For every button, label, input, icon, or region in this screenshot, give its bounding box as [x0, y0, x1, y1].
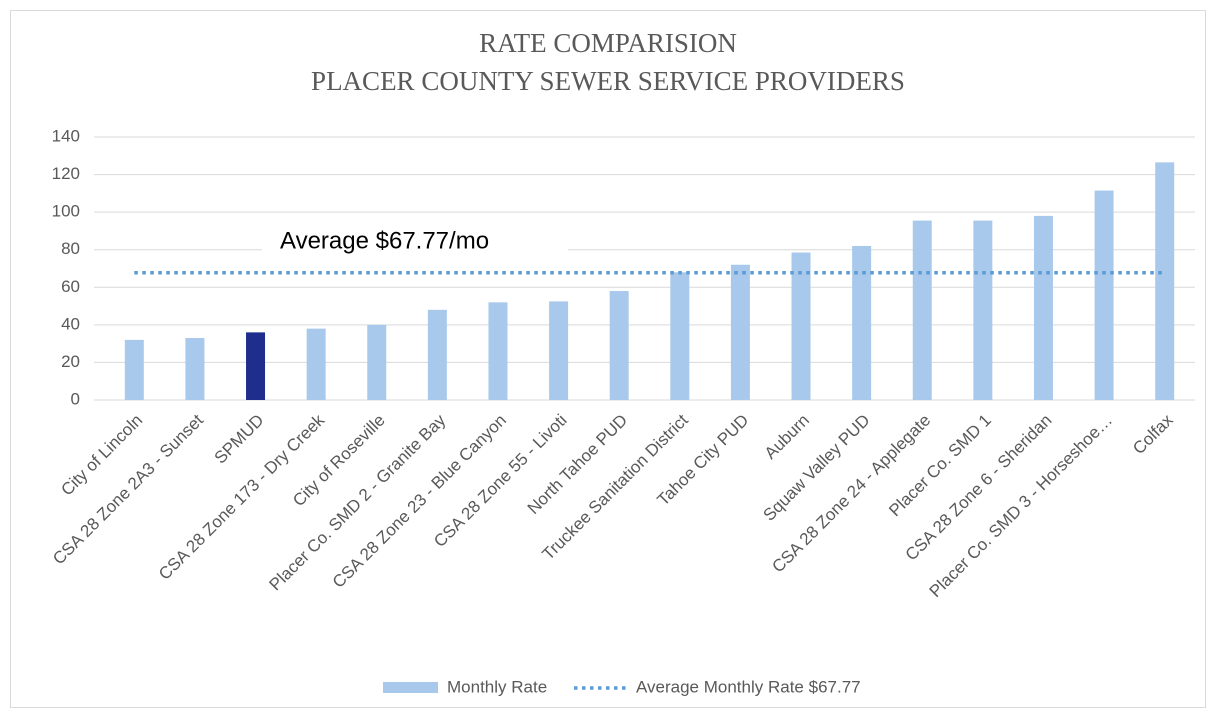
y-tick-label: 80 [61, 239, 80, 258]
legend-label: Average Monthly Rate $67.77 [636, 677, 861, 696]
bar [306, 328, 326, 400]
bar [730, 264, 750, 400]
bar [124, 339, 144, 400]
bar [1033, 215, 1053, 400]
bar [609, 291, 629, 400]
bar [973, 220, 993, 400]
bar [488, 302, 508, 400]
chart-title: PLACER COUNTY SEWER SERVICE PROVIDERS [311, 66, 905, 96]
bar [427, 309, 447, 400]
bar [246, 332, 266, 400]
chart-title: RATE COMPARISION [479, 28, 737, 58]
bar [791, 252, 811, 400]
annotation-bg [262, 213, 568, 255]
y-tick-label: 40 [61, 314, 80, 333]
y-tick-label: 120 [52, 164, 80, 183]
legend-label: Monthly Rate [447, 677, 547, 696]
bar [1094, 190, 1114, 400]
bar [185, 338, 205, 400]
chart-frame [10, 10, 1206, 708]
y-tick-label: 100 [52, 202, 80, 221]
bar [1155, 162, 1175, 400]
bar [367, 324, 387, 400]
y-tick-label: 20 [61, 352, 80, 371]
y-tick-label: 0 [71, 389, 80, 408]
bar [670, 272, 690, 400]
y-tick-label: 140 [52, 126, 80, 145]
bar [852, 245, 872, 400]
legend-swatch [383, 682, 438, 693]
bar [549, 301, 569, 400]
bar [912, 220, 932, 400]
annotation: Average $67.77/mo [280, 227, 489, 254]
y-tick-label: 60 [61, 277, 80, 296]
